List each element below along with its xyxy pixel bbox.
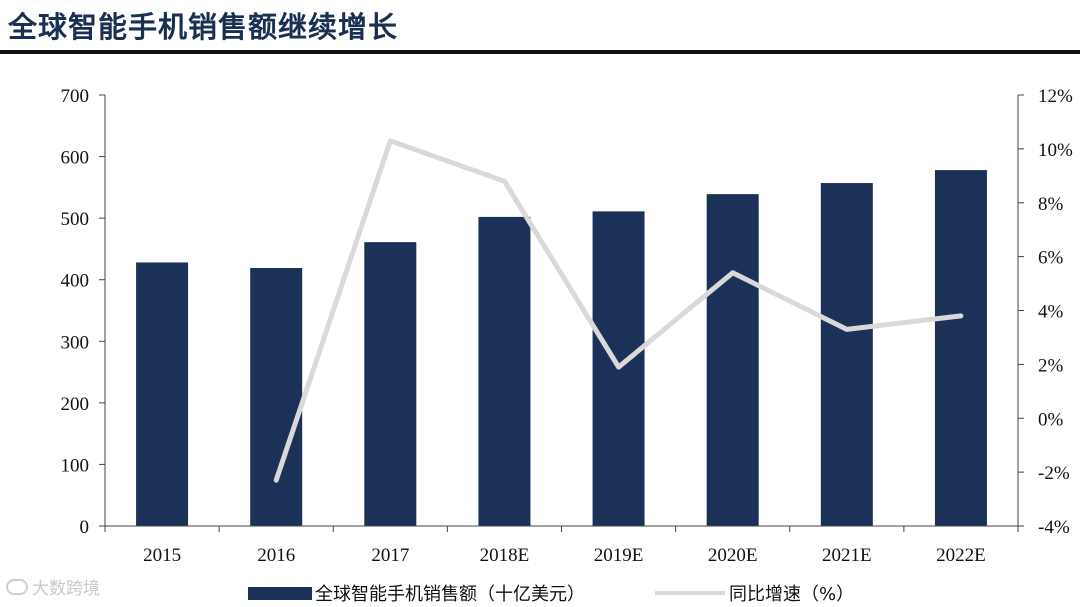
title-divider [0,50,1080,54]
bar-series [136,170,987,527]
x-tick-label: 2015 [143,545,181,566]
legend-swatch-growth [655,591,725,595]
x-tick-label: 2018E [480,545,530,566]
x-tick-label: 2022E [936,545,986,566]
bar [934,170,987,527]
bar [136,262,189,526]
x-tick-label: 2020E [708,545,758,566]
y-left-tick-label: 100 [61,455,90,476]
x-axis: 2015 2016 2017 2018E 2019E 2020E 2021E 2022E [104,525,1019,566]
y-right-tick-label: 8% [1038,194,1064,215]
bar [706,194,759,526]
y-axis-right: -4% -2% 0% 2% 4% 6% 8% 10% 12% [1017,86,1073,538]
bar [364,242,417,527]
x-tick-label: 2021E [822,545,872,566]
y-left-tick-label: 600 [61,148,90,169]
y-right-tick-label: 4% [1038,302,1064,323]
watermark-text: 大数跨境 [32,579,100,599]
y-right-tick-label: 12% [1038,86,1073,107]
y-left-tick-label: 300 [61,332,90,353]
y-right-tick-label: 10% [1038,140,1073,161]
y-left-tick-label: 200 [61,394,90,415]
growth-line [273,138,964,483]
legend-swatch-sales [248,586,312,600]
y-left-tick-label: 700 [61,86,90,107]
legend-label-growth: 同比增速（%） [729,584,855,605]
legend: 全球智能手机销售额（十亿美元） 同比增速（%） [248,580,854,606]
y-right-tick-label: 6% [1038,248,1064,269]
y-right-tick-label: 0% [1038,409,1064,430]
x-tick-label: 2017 [371,545,409,566]
watermark-logo-icon [6,578,28,595]
line-series [273,138,964,483]
watermark: 大数跨境 [6,574,100,599]
y-right-tick-label: 2% [1038,355,1064,376]
x-tick-label: 2016 [257,545,295,566]
bar [478,216,531,526]
chart-title: 全球智能手机销售额继续增长 [8,10,399,44]
x-tick-label: 2019E [594,545,644,566]
y-right-tick-label: -4% [1038,517,1070,538]
bar [820,183,873,526]
bar [250,268,303,526]
y-left-tick-label: 0 [80,517,90,538]
y-left-tick-label: 500 [61,209,90,230]
y-axis-left: 0 100 200 300 400 500 600 700 [61,86,106,538]
y-right-tick-label: -2% [1038,463,1070,484]
legend-label-sales: 全球智能手机销售额（十亿美元） [315,584,585,605]
y-left-tick-label: 400 [61,271,90,292]
